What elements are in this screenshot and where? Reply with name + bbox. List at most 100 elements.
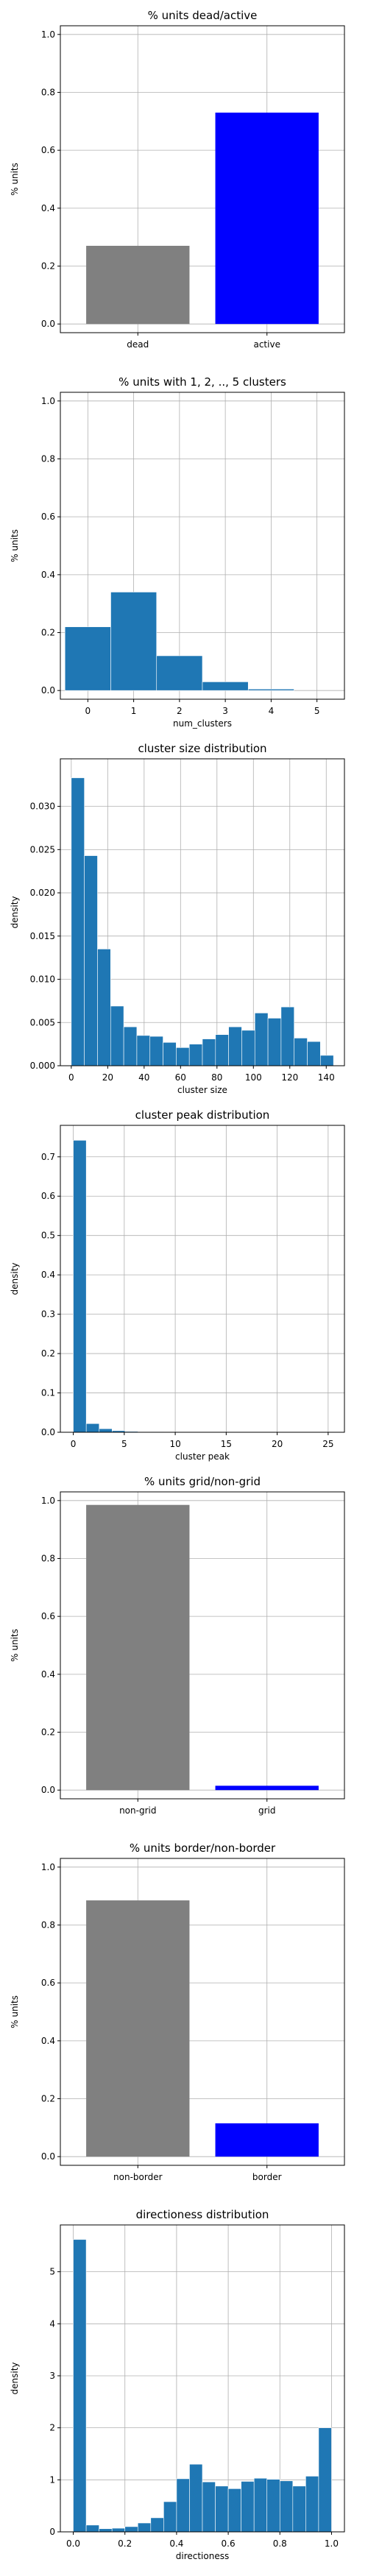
y-tick-label: 0.6 bbox=[41, 512, 55, 522]
y-tick-label: 4 bbox=[49, 2318, 55, 2329]
bar bbox=[176, 2478, 190, 2533]
bar bbox=[215, 2123, 319, 2157]
bar bbox=[202, 682, 249, 691]
bar bbox=[110, 592, 158, 691]
y-tick-label: 0.0 bbox=[41, 319, 55, 329]
y-tick-label: 0.8 bbox=[41, 87, 55, 97]
axes-frame bbox=[60, 392, 345, 700]
y-axis-label: % units bbox=[10, 1995, 20, 2028]
y-tick-label: 0.6 bbox=[41, 1611, 55, 1621]
chart-title: % units dead/active bbox=[148, 9, 258, 22]
x-tick-label: 0.4 bbox=[169, 2538, 183, 2549]
bar bbox=[86, 245, 190, 325]
bar bbox=[202, 2481, 216, 2533]
bar bbox=[156, 655, 203, 691]
bar bbox=[176, 1047, 190, 1066]
axes-frame bbox=[60, 2224, 345, 2533]
chart-title: cluster size distribution bbox=[138, 742, 266, 755]
x-tick-label: 120 bbox=[281, 1072, 298, 1083]
y-tick-label: 0.030 bbox=[30, 802, 55, 812]
bar bbox=[320, 1055, 334, 1066]
axes-frame bbox=[60, 1491, 345, 1800]
bar bbox=[124, 2526, 138, 2533]
y-tick-label: 0.2 bbox=[41, 2094, 55, 2104]
y-tick-label: 0.1 bbox=[41, 1388, 55, 1398]
chart-border-nonborder: 0.0 0.2 0.4 0.6 0.8 1.0 non-border border % unit… bbox=[10, 1841, 345, 2182]
y-tick-label: 0.8 bbox=[41, 1919, 55, 1930]
chart-title: directioness distribution bbox=[136, 2208, 269, 2221]
x-tick-label: 4 bbox=[269, 706, 275, 716]
bar bbox=[247, 688, 294, 691]
x-axis-label: directioness bbox=[176, 2551, 229, 2561]
chart-cluster-peak: 0.0 0.1 0.2 0.3 0.4 0.5 0.6 0.7 0 5 10 15 20 25 cluste… bbox=[10, 1108, 345, 1462]
x-tick-label: 140 bbox=[318, 1072, 335, 1083]
bar bbox=[99, 1428, 113, 1433]
x-tick-label: 3 bbox=[222, 706, 228, 716]
bar bbox=[85, 1423, 100, 1433]
x-tick-label: 80 bbox=[211, 1072, 222, 1083]
y-tick-label: 0.005 bbox=[30, 1017, 55, 1027]
chart-title: % units with 1, 2, .., 5 clusters bbox=[118, 375, 286, 389]
y-tick-label: 5 bbox=[49, 2267, 55, 2277]
chart-cluster-size: 0.000 0.005 0.010 0.015 0.020 0.025 0.030 0 20 40… bbox=[10, 742, 345, 1095]
bar bbox=[111, 2527, 126, 2533]
y-tick-label: 2 bbox=[49, 2423, 55, 2433]
x-tick-label: 0.0 bbox=[66, 2538, 80, 2549]
x-tick-label: 15 bbox=[221, 1439, 232, 1449]
chart-dead-active: 0.0 0.2 0.4 0.6 0.8 1.0 dead active % units dead… bbox=[10, 9, 345, 350]
bar bbox=[97, 949, 111, 1066]
bar bbox=[84, 855, 98, 1066]
x-tick-label: 25 bbox=[322, 1439, 333, 1449]
bar bbox=[188, 1044, 203, 1066]
x-tick-label: 5 bbox=[314, 706, 320, 716]
bar bbox=[85, 2524, 99, 2533]
y-axis-label: density bbox=[10, 896, 20, 929]
bar bbox=[280, 1006, 295, 1066]
y-tick-label: 0.2 bbox=[41, 1348, 55, 1359]
x-tick-label: non-grid bbox=[119, 1805, 156, 1816]
y-tick-label: 0.8 bbox=[41, 1553, 55, 1563]
axes-frame bbox=[60, 25, 345, 333]
bar bbox=[71, 777, 85, 1066]
y-axis-label: density bbox=[10, 1263, 20, 1295]
axes-frame bbox=[60, 1858, 345, 2166]
bar bbox=[73, 1140, 87, 1433]
bar bbox=[267, 1018, 282, 1066]
bar bbox=[110, 1005, 124, 1066]
y-axis-label: % units bbox=[10, 529, 20, 562]
y-tick-label: 3 bbox=[49, 2371, 55, 2381]
x-tick-label: 5 bbox=[121, 1439, 127, 1449]
bar bbox=[254, 1013, 269, 1066]
bar bbox=[136, 1035, 151, 1066]
y-tick-label: 0.010 bbox=[30, 974, 55, 985]
y-tick-label: 0.000 bbox=[30, 1061, 55, 1071]
bar bbox=[292, 2485, 306, 2533]
bar bbox=[73, 2239, 87, 2533]
y-tick-label: 0.020 bbox=[30, 888, 55, 898]
y-tick-label: 1.0 bbox=[41, 1496, 55, 1506]
y-tick-label: 0.7 bbox=[41, 1152, 55, 1162]
bar bbox=[241, 1030, 255, 1066]
bar bbox=[228, 1026, 242, 1066]
x-axis-label: num_clusters bbox=[173, 718, 232, 729]
y-tick-label: 0.6 bbox=[41, 1978, 55, 1988]
y-tick-label: 1.0 bbox=[41, 29, 55, 40]
y-tick-label: 0.2 bbox=[41, 628, 55, 638]
bar bbox=[64, 626, 111, 691]
bar bbox=[305, 2476, 319, 2533]
x-tick-label: 20 bbox=[102, 1072, 113, 1083]
y-axis-label: % units bbox=[10, 163, 20, 196]
bar bbox=[318, 2427, 332, 2533]
y-tick-label: 0.6 bbox=[41, 1191, 55, 1201]
chart-num-clusters: 0.0 0.2 0.4 0.6 0.8 1.0 0 1 2 3 4 5 % units with 1, … bbox=[10, 375, 345, 729]
bar bbox=[215, 1786, 319, 1791]
bar bbox=[215, 113, 319, 325]
bar bbox=[253, 2477, 268, 2533]
bar bbox=[99, 2528, 113, 2533]
x-tick-label: border bbox=[252, 2172, 282, 2182]
bar bbox=[202, 1038, 216, 1066]
chart-grid-nongrid: 0.0 0.2 0.4 0.6 0.8 1.0 non-grid grid % units gr… bbox=[10, 1475, 345, 1816]
bar bbox=[294, 1038, 308, 1066]
bar bbox=[241, 2481, 255, 2533]
x-tick-label: 2 bbox=[177, 706, 183, 716]
